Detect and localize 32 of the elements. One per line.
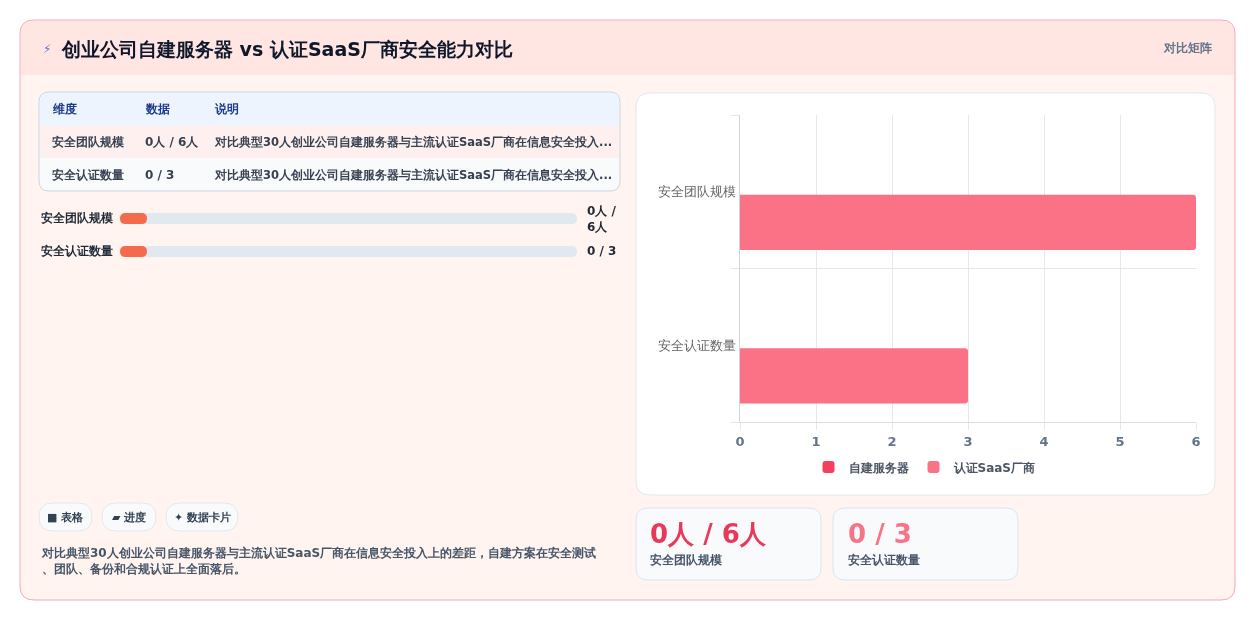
text: 对比典型30人创业公司自建服务器与主流认证SaaS厂商在信息安全投入... bbox=[214, 168, 613, 182]
text: 数据 bbox=[145, 102, 170, 116]
text: 安全认证数量 bbox=[848, 553, 920, 567]
text: 0人 / 6人 bbox=[650, 519, 767, 549]
text: ⚡ bbox=[43, 42, 52, 56]
text: 0 / 3 bbox=[587, 244, 617, 258]
text: 维度 bbox=[52, 102, 77, 116]
text: 安全团队规模 bbox=[41, 211, 113, 225]
legend-label: 自建服务器 bbox=[848, 460, 909, 475]
text: 安全认证数量 bbox=[52, 168, 124, 182]
text: 0人 / 6人 bbox=[587, 204, 617, 234]
text: 对比矩阵 bbox=[1163, 41, 1212, 55]
text: ▰ 进度 bbox=[112, 511, 147, 524]
text: 说明 bbox=[214, 102, 239, 116]
text: 0 / 3 bbox=[145, 168, 175, 182]
text: 安全团队规模 bbox=[52, 135, 124, 149]
text: 0 / 3 bbox=[848, 519, 912, 549]
text: 0人 / 6人 bbox=[145, 135, 200, 149]
x-tick-label: 2 bbox=[887, 433, 897, 449]
legend-label: 认证SaaS厂商 bbox=[952, 460, 1035, 475]
text: 创业公司自建服务器 vs 认证SaaS厂商安全能力对比 bbox=[61, 37, 513, 60]
x-tick-label: 1 bbox=[811, 433, 821, 449]
text: ■ 表格 bbox=[47, 511, 85, 524]
x-tick-label: 0 bbox=[735, 433, 745, 449]
text: 安全认证数量 bbox=[41, 244, 113, 258]
x-tick-label: 6 bbox=[1191, 433, 1201, 449]
x-tick-label: 5 bbox=[1115, 433, 1125, 449]
text: 对比典型30人创业公司自建服务器与主流认证SaaS厂商在信息安全投入上的差距，自建方案在安全测试、团队、备份和合规认证上全面落后。 bbox=[41, 546, 597, 576]
x-tick-label: 3 bbox=[963, 433, 973, 449]
x-tick-label: 4 bbox=[1039, 433, 1049, 449]
text: ✦ 数据卡片 bbox=[174, 511, 232, 524]
text: 对比典型30人创业公司自建服务器与主流认证SaaS厂商在信息安全投入... bbox=[214, 135, 613, 149]
